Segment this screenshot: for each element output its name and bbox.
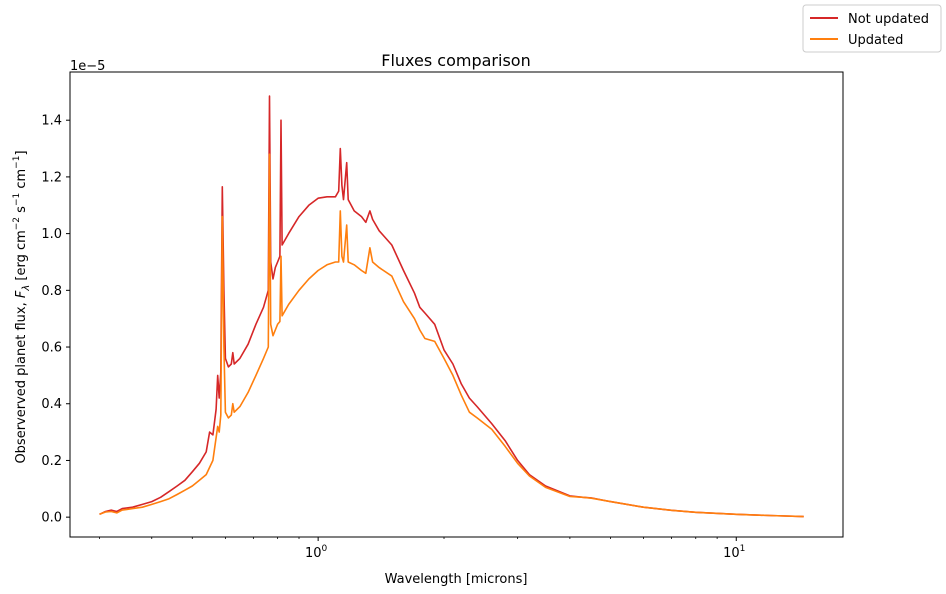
- x-tick-label: 100: [305, 544, 328, 561]
- legend-label-updated: Updated: [848, 33, 903, 48]
- chart-title: Fluxes comparison: [381, 51, 530, 70]
- y-tick-label: 0.6: [41, 341, 62, 356]
- legend-box: [802, 4, 942, 53]
- y-tick-label: 0.0: [41, 511, 62, 526]
- y-tick-label: 1.2: [41, 170, 62, 185]
- y-tick-label: 0.2: [41, 454, 62, 469]
- legend-label-not-updated: Not updated: [848, 12, 929, 27]
- y-tick-label: 1.0: [41, 227, 62, 242]
- y-axis-ticks: 0.0 0.2 0.4 0.6 0.8 1.0 1.2 1.4: [41, 114, 70, 526]
- y-tick-label: 0.8: [41, 284, 62, 299]
- series-line-not-updated: [99, 95, 804, 518]
- series-line-updated: [99, 153, 804, 518]
- x-tick-label: 101: [723, 544, 745, 561]
- y-offset-text: 1e−5: [70, 59, 105, 74]
- y-tick-label: 1.4: [41, 114, 62, 129]
- legend: Not updated Updated: [802, 4, 942, 53]
- y-tick-label: 0.4: [41, 397, 62, 412]
- series-layer: [99, 95, 804, 518]
- x-axis-label: Wavelength [microns]: [385, 572, 528, 587]
- plot-frame: [69, 71, 844, 538]
- y-axis-label: Observerved planet flux, Fλ [erg cm−2 s−…: [12, 150, 32, 463]
